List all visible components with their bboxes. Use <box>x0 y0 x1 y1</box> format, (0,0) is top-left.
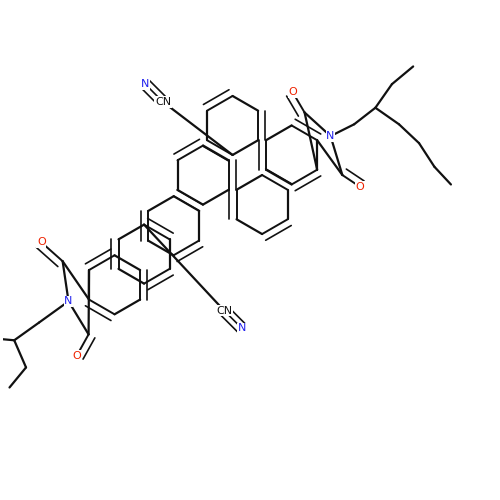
Text: N: N <box>326 131 334 141</box>
Text: O: O <box>288 88 297 98</box>
Text: N: N <box>64 296 72 306</box>
Text: O: O <box>37 238 46 248</box>
Text: CN: CN <box>216 306 232 316</box>
Text: N: N <box>141 79 150 89</box>
Text: O: O <box>72 350 81 360</box>
Text: N: N <box>238 324 246 334</box>
Text: O: O <box>356 182 364 192</box>
Text: CN: CN <box>155 97 171 107</box>
